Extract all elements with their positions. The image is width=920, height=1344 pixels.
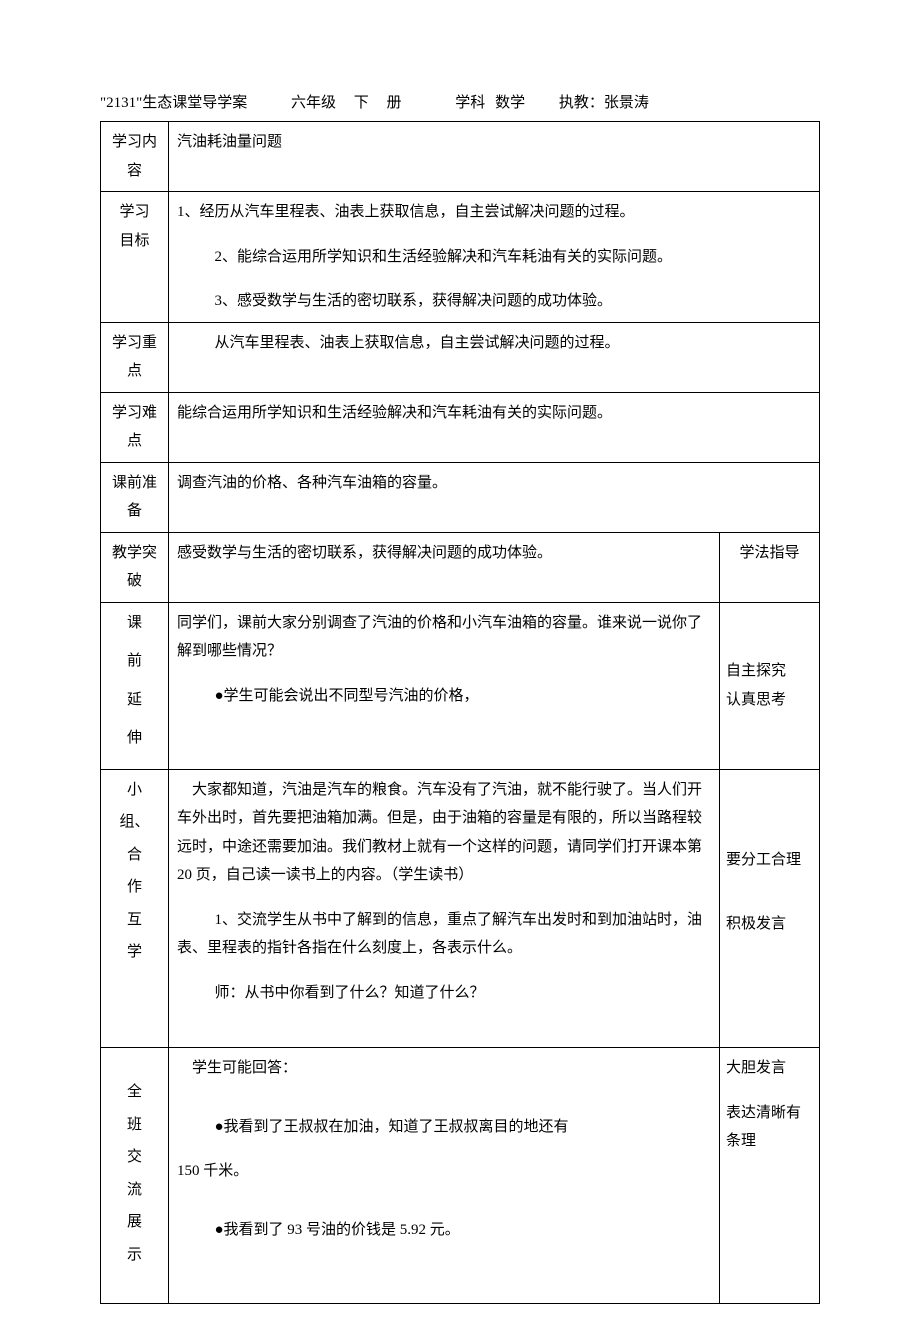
cell-groupwork-guide: 要分工合理 积极发言 <box>719 769 819 1048</box>
row-content: 学习内 容 汽油耗油量问题 <box>101 122 820 192</box>
label-focus: 学习重 点 <box>101 322 169 392</box>
cell-goals: 1、经历从汽车里程表、油表上获取信息，自主尝试解决问题的过程。 2、能综合运用所… <box>169 192 820 323</box>
cell-preclass-guide: 自主探究 认真思考 <box>719 602 819 769</box>
header-subject: 数学 <box>495 90 525 117</box>
cell-guide-header: 学法指导 <box>719 532 819 602</box>
cell-showcase-guide: 大胆发言 表达清晰有条理 <box>719 1048 819 1304</box>
row-breakthrough: 教学突 破 感受数学与生活的密切联系，获得解决问题的成功体验。 学法指导 <box>101 532 820 602</box>
page-header: "2131"生态课堂导学案 六年级 下 册 学科 数学 执教：张景涛 <box>100 90 820 117</box>
header-teacher: 张景涛 <box>604 90 649 117</box>
cell-showcase: 学生可能回答： ●我看到了王叔叔在加油，知道了王叔叔离目的地还有 150 千米。… <box>169 1048 720 1304</box>
header-subject-label: 学科 <box>455 90 485 117</box>
cell-preclass: 同学们，课前大家分别调查了汽油的价格和小汽车油箱的容量。谁来说一说你了解到哪些情… <box>169 602 720 769</box>
row-goals: 学习 目标 1、经历从汽车里程表、油表上获取信息，自主尝试解决问题的过程。 2、… <box>101 192 820 323</box>
row-showcase: 全 班 交 流 展 示 学生可能回答： ●我看到了王叔叔在加油，知道了王叔叔离目… <box>101 1048 820 1304</box>
header-teacher-label: 执教： <box>559 90 604 117</box>
label-prep: 课前准 备 <box>101 462 169 532</box>
label-difficulty: 学习难 点 <box>101 392 169 462</box>
cell-focus: 从汽车里程表、油表上获取信息，自主尝试解决问题的过程。 <box>169 322 820 392</box>
label-showcase: 全 班 交 流 展 示 <box>101 1048 169 1304</box>
cell-content: 汽油耗油量问题 <box>169 122 820 192</box>
cell-groupwork: 大家都知道，汽油是汽车的粮食。汽车没有了汽油，就不能行驶了。当人们开车外出时，首… <box>169 769 720 1048</box>
header-semester: 下 <box>354 90 369 117</box>
cell-breakthrough: 感受数学与生活的密切联系，获得解决问题的成功体验。 <box>169 532 720 602</box>
row-prep: 课前准 备 调查汽油的价格、各种汽车油箱的容量。 <box>101 462 820 532</box>
header-grade: 六年级 <box>291 90 336 117</box>
header-volume: 册 <box>387 90 402 117</box>
header-title: "2131"生态课堂导学案 <box>100 90 247 117</box>
cell-prep: 调查汽油的价格、各种汽车油箱的容量。 <box>169 462 820 532</box>
label-preclass: 课 前 延 伸 <box>101 602 169 769</box>
row-focus: 学习重 点 从汽车里程表、油表上获取信息，自主尝试解决问题的过程。 <box>101 322 820 392</box>
cell-difficulty: 能综合运用所学知识和生活经验解决和汽车耗油有关的实际问题。 <box>169 392 820 462</box>
row-groupwork: 小 组、 合 作 互 学 大家都知道，汽油是汽车的粮食。汽车没有了汽油，就不能行… <box>101 769 820 1048</box>
lesson-plan-table: 学习内 容 汽油耗油量问题 学习 目标 1、经历从汽车里程表、油表上获取信息，自… <box>100 121 820 1304</box>
label-groupwork: 小 组、 合 作 互 学 <box>101 769 169 1048</box>
row-preclass: 课 前 延 伸 同学们，课前大家分别调查了汽油的价格和小汽车油箱的容量。谁来说一… <box>101 602 820 769</box>
label-content: 学习内 容 <box>101 122 169 192</box>
label-goals: 学习 目标 <box>101 192 169 323</box>
row-difficulty: 学习难 点 能综合运用所学知识和生活经验解决和汽车耗油有关的实际问题。 <box>101 392 820 462</box>
label-breakthrough: 教学突 破 <box>101 532 169 602</box>
